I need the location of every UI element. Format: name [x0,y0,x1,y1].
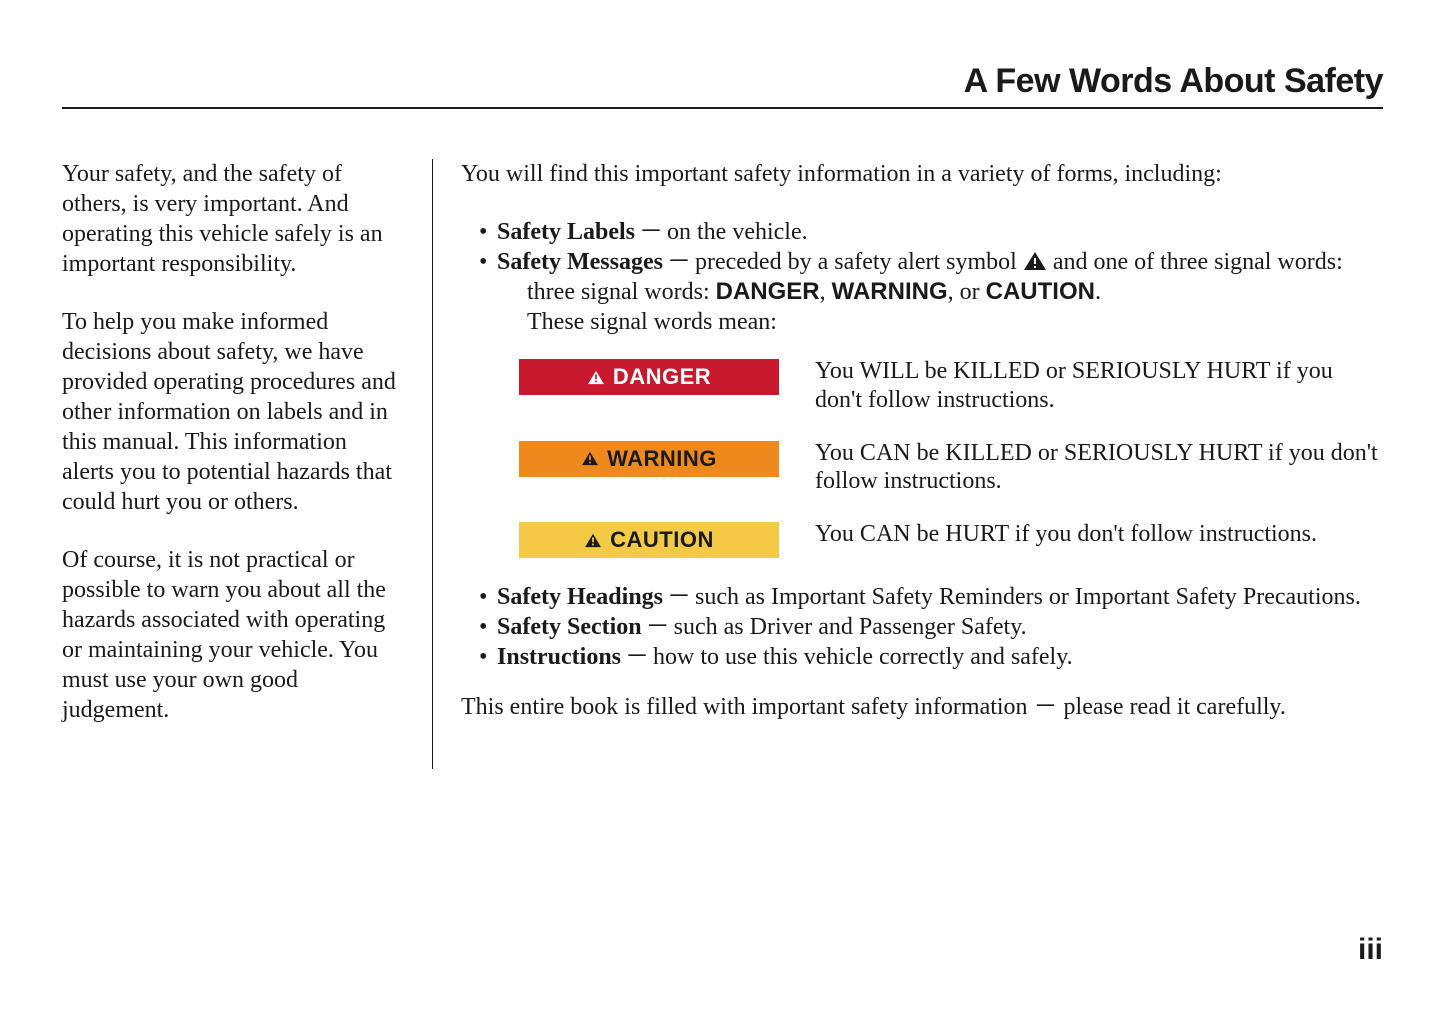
signal-desc-danger: You WILL be KILLED or SERIOUSLY HURT if … [815,357,1383,415]
bullet-safety-labels: Safety Labels－on the vehicle. [479,217,1383,247]
bullet-safety-messages: Safety Messages－preceded by a safety ale… [479,247,1383,337]
bullet-safety-section: Safety Section－such as Driver and Passen… [479,612,1383,642]
bullet-safety-headings: Safety Headings－such as Important Safety… [479,582,1383,612]
signal-table: DANGER You WILL be KILLED or SERIOUSLY H… [519,357,1383,558]
badge-danger-label: DANGER [613,364,711,390]
right-intro: You will find this important safety info… [461,159,1383,189]
term-instructions: Instructions [497,644,621,670]
messages-line3: These signal words mean: [497,307,1383,337]
left-p2: To help you make informed decisions abou… [62,307,402,517]
signal-row-danger: DANGER You WILL be KILLED or SERIOUSLY H… [519,357,1383,415]
desc-safety-labels: on the vehicle. [667,219,808,245]
alert-icon [1023,249,1047,269]
desc-safety-section: such as Driver and Passenger Safety. [674,614,1027,640]
or: , or [948,279,986,305]
signal-desc-warning: You CAN be KILLED or SERIOUSLY HURT if y… [815,439,1383,497]
right-closing: This entire book is filled with importan… [461,692,1383,722]
columns: Your safety, and the safety of others, i… [62,159,1383,769]
bullet-list-1: Safety Labels－on the vehicle. Safety Mes… [461,217,1383,337]
bullet-list-2: Safety Headings－such as Important Safety… [461,582,1383,672]
right-column: You will find this important safety info… [433,159,1383,769]
desc-instructions: how to use this vehicle correctly and sa… [653,644,1073,670]
desc-safety-headings: such as Important Safety Reminders or Im… [695,584,1361,610]
alert-icon [584,533,602,548]
word-three-signal: three signal words: [527,279,716,305]
badge-warning: WARNING [519,441,779,477]
badge-warning-label: WARNING [607,446,717,472]
dash-glyph: － [625,642,649,672]
left-column: Your safety, and the safety of others, i… [62,159,432,769]
word-danger: DANGER [716,278,820,305]
term-safety-messages: Safety Messages [497,249,663,275]
tail-period: . [1095,279,1101,305]
term-safety-headings: Safety Headings [497,584,663,610]
word-warning: WARNING [832,278,948,305]
left-p3: Of course, it is not practical or possib… [62,545,402,725]
badge-caution-label: CAUTION [610,527,714,553]
desc-safety-messages-pre: preceded by a safety alert symbol [695,249,1017,275]
word-caution: CAUTION [986,278,1095,305]
signal-row-warning: WARNING You CAN be KILLED or SERIOUSLY H… [519,439,1383,497]
desc-safety-messages-post: and one of three signal words: [1053,249,1343,275]
page-title: A Few Words About Safety [62,62,1383,109]
term-safety-section: Safety Section [497,614,642,640]
badge-danger: DANGER [519,359,779,395]
dash-glyph: － [646,612,670,642]
dash-glyph: － [667,247,691,277]
badge-caution: CAUTION [519,522,779,558]
bullet-instructions: Instructions－how to use this vehicle cor… [479,642,1383,672]
alert-icon [581,451,599,466]
left-p1: Your safety, and the safety of others, i… [62,159,402,279]
term-safety-labels: Safety Labels [497,219,635,245]
dash-glyph: － [667,582,691,612]
comma1: , [820,279,832,305]
dash-glyph: － [639,217,663,247]
messages-line2: three signal words: DANGER, WARNING, or … [497,277,1383,307]
signal-row-caution: CAUTION You CAN be HURT if you don't fol… [519,520,1383,558]
page-number: iii [1358,933,1383,967]
alert-icon [587,370,605,385]
page: A Few Words About Safety Your safety, an… [0,0,1445,769]
signal-desc-caution: You CAN be HURT if you don't follow inst… [815,520,1383,549]
